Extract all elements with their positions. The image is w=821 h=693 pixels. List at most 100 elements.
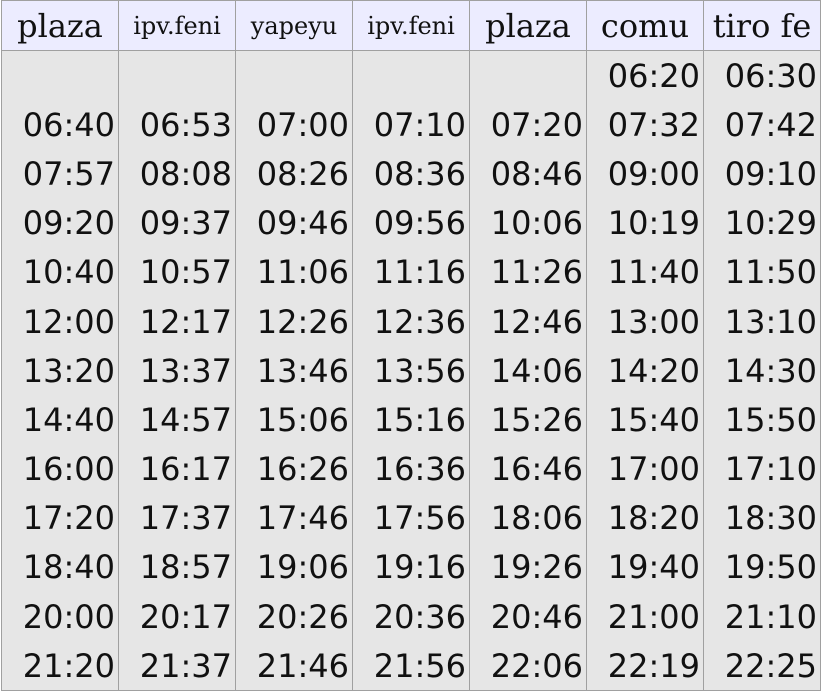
time-cell: 11:06 bbox=[235, 247, 353, 297]
time-cell: 17:10 bbox=[703, 444, 821, 494]
time-cell: 08:08 bbox=[118, 149, 236, 199]
time-cell: 15:50 bbox=[703, 395, 821, 445]
stop-header-tiro-fe: tiro fe bbox=[703, 0, 821, 51]
time-cell: 21:56 bbox=[352, 641, 470, 692]
time-cell: 20:46 bbox=[469, 592, 587, 642]
stop-header-plaza: plaza bbox=[1, 0, 119, 51]
time-cell: 13:10 bbox=[703, 296, 821, 347]
time-cell: 16:46 bbox=[469, 444, 587, 494]
time-cell: 20:17 bbox=[118, 592, 236, 642]
time-cell: 07:57 bbox=[1, 149, 119, 199]
time-cell: 07:32 bbox=[586, 100, 704, 150]
time-cell: 22:19 bbox=[586, 641, 704, 692]
stop-header-plaza-return: plaza bbox=[469, 0, 587, 51]
time-cell: 15:16 bbox=[352, 395, 470, 445]
time-cell: 22:06 bbox=[469, 641, 587, 692]
time-cell: 11:16 bbox=[352, 247, 470, 297]
time-cell bbox=[352, 50, 470, 101]
time-cell bbox=[469, 50, 587, 101]
time-cell: 10:40 bbox=[1, 247, 119, 297]
time-cell: 21:10 bbox=[703, 592, 821, 642]
time-cell: 19:26 bbox=[469, 542, 587, 593]
time-cell: 14:40 bbox=[1, 395, 119, 445]
time-cell bbox=[235, 50, 353, 101]
time-cell: 18:20 bbox=[586, 493, 704, 543]
header-row: plaza ipv.feni yapeyu ipv.feni plaza com… bbox=[1, 0, 821, 51]
time-cell: 07:42 bbox=[703, 100, 821, 150]
time-cell: 15:40 bbox=[586, 395, 704, 445]
table-row: 12:00 12:17 12:26 12:36 12:46 13:00 13:10 bbox=[1, 296, 821, 347]
time-cell: 10:06 bbox=[469, 198, 587, 248]
time-cell: 17:56 bbox=[352, 493, 470, 543]
time-cell: 20:36 bbox=[352, 592, 470, 642]
time-cell: 16:00 bbox=[1, 444, 119, 494]
stop-header-ipv-feni: ipv.feni bbox=[118, 0, 236, 51]
table-row: 21:20 21:37 21:46 21:56 22:06 22:19 22:25 bbox=[1, 641, 821, 692]
time-cell: 11:26 bbox=[469, 247, 587, 297]
table-row: 09:20 09:37 09:46 09:56 10:06 10:19 10:29 bbox=[1, 198, 821, 248]
time-cell: 19:06 bbox=[235, 542, 353, 593]
time-cell: 20:00 bbox=[1, 592, 119, 642]
time-cell: 07:10 bbox=[352, 100, 470, 150]
time-cell: 13:46 bbox=[235, 346, 353, 396]
time-cell: 06:30 bbox=[703, 50, 821, 101]
time-cell: 13:00 bbox=[586, 296, 704, 347]
time-cell: 12:26 bbox=[235, 296, 353, 347]
time-cell: 17:37 bbox=[118, 493, 236, 543]
time-cell: 15:26 bbox=[469, 395, 587, 445]
time-cell: 19:16 bbox=[352, 542, 470, 593]
table-row: 06:40 06:53 07:00 07:10 07:20 07:32 07:42 bbox=[1, 100, 821, 150]
time-cell: 16:36 bbox=[352, 444, 470, 494]
stop-header-comu: comu bbox=[586, 0, 704, 51]
time-cell: 18:57 bbox=[118, 542, 236, 593]
time-cell: 21:20 bbox=[1, 641, 119, 692]
time-cell: 14:06 bbox=[469, 346, 587, 396]
time-cell: 18:30 bbox=[703, 493, 821, 543]
stop-header-yapeyu: yapeyu bbox=[235, 0, 353, 51]
time-cell: 17:20 bbox=[1, 493, 119, 543]
time-cell: 08:46 bbox=[469, 149, 587, 199]
time-cell: 16:26 bbox=[235, 444, 353, 494]
table-row: 20:00 20:17 20:26 20:36 20:46 21:00 21:10 bbox=[1, 592, 821, 642]
time-cell: 09:56 bbox=[352, 198, 470, 248]
time-cell: 13:20 bbox=[1, 346, 119, 396]
time-cell: 14:57 bbox=[118, 395, 236, 445]
time-cell: 22:25 bbox=[703, 641, 821, 692]
time-cell: 17:00 bbox=[586, 444, 704, 494]
time-cell: 07:00 bbox=[235, 100, 353, 150]
time-cell: 10:29 bbox=[703, 198, 821, 248]
table-row: 13:20 13:37 13:46 13:56 14:06 14:20 14:30 bbox=[1, 346, 821, 396]
time-cell bbox=[1, 50, 119, 101]
time-cell: 20:26 bbox=[235, 592, 353, 642]
time-cell: 18:06 bbox=[469, 493, 587, 543]
table-row: 07:57 08:08 08:26 08:36 08:46 09:00 09:10 bbox=[1, 149, 821, 199]
time-cell: 14:20 bbox=[586, 346, 704, 396]
table-row: 14:40 14:57 15:06 15:16 15:26 15:40 15:50 bbox=[1, 395, 821, 445]
time-cell: 07:20 bbox=[469, 100, 587, 150]
stop-header-ipv-feni-return: ipv.feni bbox=[352, 0, 470, 51]
time-cell: 10:19 bbox=[586, 198, 704, 248]
time-cell: 18:40 bbox=[1, 542, 119, 593]
time-cell bbox=[118, 50, 236, 101]
time-cell: 06:40 bbox=[1, 100, 119, 150]
time-cell: 12:46 bbox=[469, 296, 587, 347]
table-row: 16:00 16:17 16:26 16:36 16:46 17:00 17:10 bbox=[1, 444, 821, 494]
time-cell: 09:00 bbox=[586, 149, 704, 199]
time-cell: 09:37 bbox=[118, 198, 236, 248]
time-cell: 15:06 bbox=[235, 395, 353, 445]
table-row: 06:20 06:30 bbox=[1, 50, 821, 101]
time-cell: 21:46 bbox=[235, 641, 353, 692]
time-cell: 06:20 bbox=[586, 50, 704, 101]
time-cell: 14:30 bbox=[703, 346, 821, 396]
time-cell: 13:56 bbox=[352, 346, 470, 396]
time-cell: 09:46 bbox=[235, 198, 353, 248]
time-cell: 16:17 bbox=[118, 444, 236, 494]
time-cell: 17:46 bbox=[235, 493, 353, 543]
table-row: 18:40 18:57 19:06 19:16 19:26 19:40 19:50 bbox=[1, 542, 821, 593]
time-cell: 21:37 bbox=[118, 641, 236, 692]
time-cell: 12:36 bbox=[352, 296, 470, 347]
time-cell: 10:57 bbox=[118, 247, 236, 297]
time-cell: 13:37 bbox=[118, 346, 236, 396]
time-cell: 09:10 bbox=[703, 149, 821, 199]
